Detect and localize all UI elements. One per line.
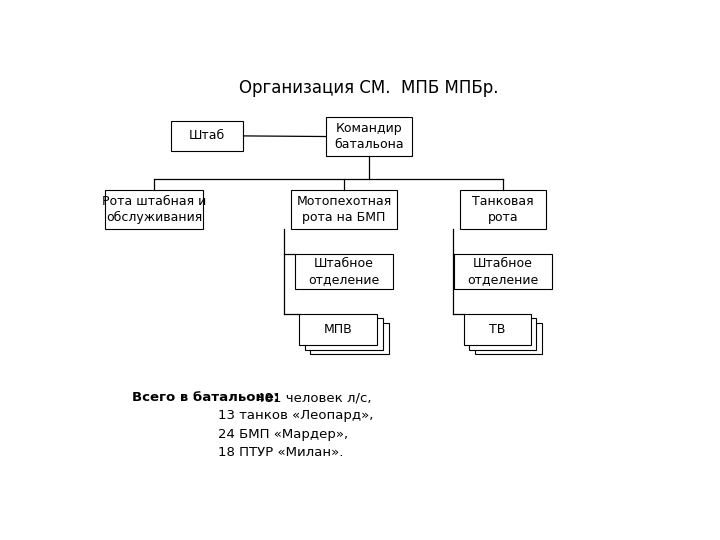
FancyBboxPatch shape xyxy=(454,254,552,289)
FancyBboxPatch shape xyxy=(171,121,243,151)
FancyBboxPatch shape xyxy=(291,190,397,229)
FancyBboxPatch shape xyxy=(475,322,542,354)
FancyBboxPatch shape xyxy=(305,319,383,349)
Text: 13 танков «Леопард»,: 13 танков «Леопард», xyxy=(218,409,374,422)
FancyBboxPatch shape xyxy=(295,254,392,289)
Text: Танковая
рота: Танковая рота xyxy=(472,195,534,224)
FancyBboxPatch shape xyxy=(310,322,389,354)
FancyBboxPatch shape xyxy=(459,190,546,229)
Text: Мотопехотная
рота на БМП: Мотопехотная рота на БМП xyxy=(296,195,392,224)
FancyBboxPatch shape xyxy=(469,319,536,349)
Text: Штабное
отделение: Штабное отделение xyxy=(308,257,379,286)
Text: МПВ: МПВ xyxy=(324,323,353,336)
Text: Командир
батальона: Командир батальона xyxy=(334,122,404,151)
FancyBboxPatch shape xyxy=(325,117,413,156)
Text: Штаб: Штаб xyxy=(189,130,225,143)
Text: Рота штабная и
обслуживания: Рота штабная и обслуживания xyxy=(102,195,207,224)
Text: 481 человек л/с,: 481 человек л/с, xyxy=(252,391,372,404)
Text: Организация СМ.  МПБ МПБр.: Организация СМ. МПБ МПБр. xyxy=(239,79,499,97)
Text: Всего в батальоне:: Всего в батальоне: xyxy=(132,391,279,404)
Text: 18 ПТУР «Милан».: 18 ПТУР «Милан». xyxy=(218,446,343,459)
FancyBboxPatch shape xyxy=(464,314,531,346)
FancyBboxPatch shape xyxy=(105,190,203,229)
FancyBboxPatch shape xyxy=(300,314,377,346)
Text: Штабное
отделение: Штабное отделение xyxy=(467,257,539,286)
Text: 24 БМП «Мардер»,: 24 БМП «Мардер», xyxy=(218,428,348,441)
Text: ТВ: ТВ xyxy=(489,323,505,336)
